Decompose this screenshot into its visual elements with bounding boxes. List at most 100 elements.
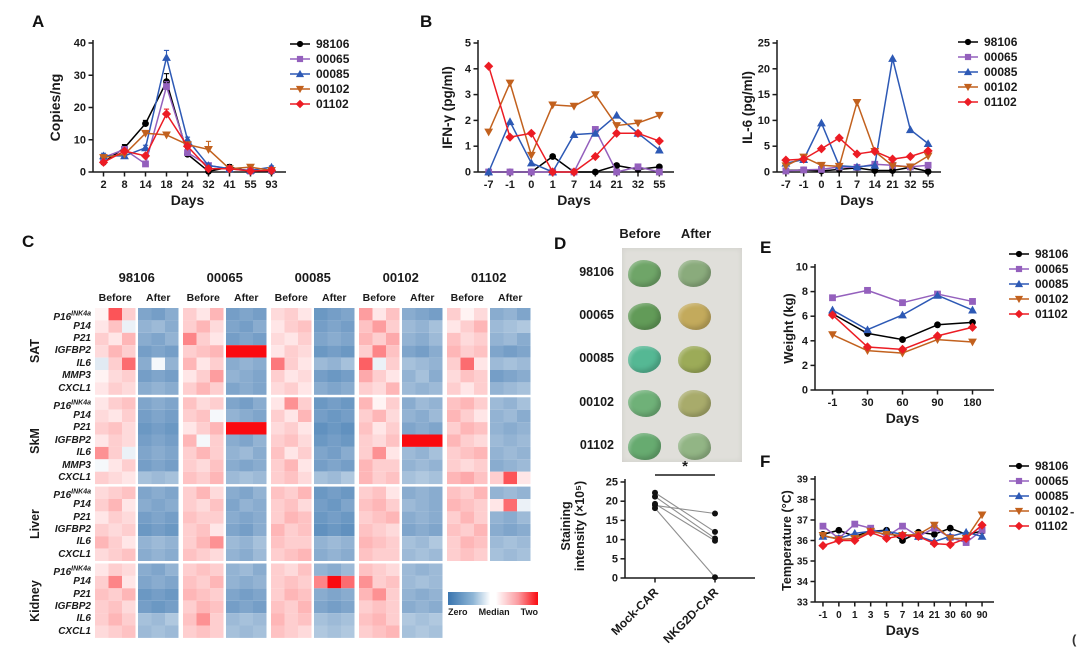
heatmap-cell <box>359 308 373 321</box>
heatmap-cell <box>151 600 165 614</box>
legend-marker-icon <box>1009 279 1029 288</box>
heatmap-cell <box>402 486 416 499</box>
heatmap-cell <box>415 548 429 561</box>
chart-text: 3 <box>465 89 471 101</box>
square-marker <box>296 55 304 63</box>
heatmap-cell <box>298 446 312 460</box>
heatmap-cell <box>490 471 504 485</box>
legend-marker-icon <box>958 83 978 92</box>
heatmap-cell <box>372 434 386 447</box>
heatmap-cell <box>183 446 197 460</box>
heatmap-cell <box>298 625 312 638</box>
crop-artifact-dash: - <box>1070 504 1075 519</box>
series-00085 <box>828 290 977 334</box>
heatmap-cell <box>372 575 386 589</box>
heatmap-cell <box>271 588 285 601</box>
panel-label-f: F <box>760 452 771 471</box>
heatmap-cell <box>415 613 429 626</box>
heatmap-cell <box>341 523 355 537</box>
chart-text: 40 <box>74 38 86 50</box>
heatmap-cell <box>429 446 443 460</box>
heatmap-cell <box>415 397 429 410</box>
heatmap-cell <box>327 613 341 626</box>
heatmap-cell <box>183 357 197 370</box>
chart-text: 30 <box>945 610 957 621</box>
triangle-marker <box>850 528 860 537</box>
heatmap-cell <box>341 613 355 626</box>
heatmap-cell <box>284 471 298 485</box>
heatmap-cell <box>460 382 474 395</box>
triangle-down-marker <box>834 162 844 171</box>
heatmap-cell <box>196 499 210 512</box>
legend-item-00065: 00065 <box>957 50 1017 64</box>
heatmap-cell <box>239 357 253 370</box>
heatmap-cell <box>490 357 504 370</box>
triangle-marker <box>1014 279 1024 288</box>
triangle-down-marker <box>968 338 977 347</box>
diamond-marker <box>1014 309 1024 319</box>
heatmap-cell <box>95 499 109 512</box>
circle-marker <box>899 336 906 343</box>
heatmap-cell <box>210 446 224 460</box>
heatmap-cell <box>359 548 373 561</box>
chart-text: Mock-CAR <box>608 585 661 638</box>
heatmap-cell <box>284 357 298 370</box>
heatmap-cell <box>372 613 386 626</box>
chart-text: 90 <box>931 397 943 409</box>
heatmap-condition-label: After <box>145 292 171 304</box>
heatmap-cell <box>447 434 461 447</box>
heatmap-cell <box>108 613 122 626</box>
triangle-marker <box>162 53 171 61</box>
heatmap-cell <box>327 422 341 435</box>
legend-panel-a: 98106 00065 00085 00102 01102 <box>289 37 349 111</box>
circle-marker <box>889 167 896 174</box>
heatmap-cell <box>196 486 210 499</box>
heatmap-cell <box>517 345 531 358</box>
photo-subject-label-01102: 01102 <box>579 437 614 452</box>
heatmap-cell <box>196 382 210 395</box>
heatmap-cell <box>474 511 488 524</box>
triangle-marker <box>863 325 872 334</box>
heatmap-cell <box>447 548 461 561</box>
heatmap-cell <box>474 548 488 561</box>
triangle-down-marker <box>162 131 171 140</box>
heatmap-cell <box>429 523 443 537</box>
heatmap-cell <box>359 370 373 383</box>
heatmap-cell <box>503 332 517 346</box>
heatmap-cell <box>460 320 474 333</box>
legend-marker-icon <box>1009 265 1029 273</box>
series-01102 <box>484 61 664 177</box>
heatmap-cell <box>402 548 416 561</box>
heatmap-cell <box>196 600 210 614</box>
chart-text: 30 <box>74 70 86 82</box>
heatmap-cell <box>284 308 298 321</box>
heatmap-cell <box>327 382 341 395</box>
chart-text: Temperature (°C) <box>780 490 794 591</box>
heatmap-cell <box>271 575 285 589</box>
heatmap-cell <box>210 345 224 358</box>
heatmap-cell <box>314 588 328 601</box>
heatmap-cell <box>196 588 210 601</box>
heatmap-cell <box>359 409 373 423</box>
heatmap-cell <box>517 308 531 321</box>
axes <box>810 264 994 395</box>
photo-subject-label-00065: 00065 <box>579 308 614 323</box>
heatmap-cell <box>108 382 122 395</box>
heatmap-cell <box>138 625 152 638</box>
circle-marker <box>969 318 976 326</box>
heatmap-cell <box>151 575 165 589</box>
heatmap-cell <box>415 499 429 512</box>
heatmap-cell <box>253 548 267 561</box>
heatmap-cell <box>429 499 443 512</box>
chart-text: 14 <box>913 610 925 621</box>
panel-label-a: A <box>32 12 45 31</box>
gene-label-P21: P21 <box>73 588 91 600</box>
heatmap-cell <box>372 345 386 358</box>
diamond-marker <box>119 146 130 156</box>
heatmap-cell <box>95 320 109 333</box>
heatmap-cell <box>359 459 373 472</box>
legend-marker-icon <box>958 38 978 46</box>
heatmap-cell <box>447 397 461 410</box>
heatmap-cell <box>474 409 488 423</box>
